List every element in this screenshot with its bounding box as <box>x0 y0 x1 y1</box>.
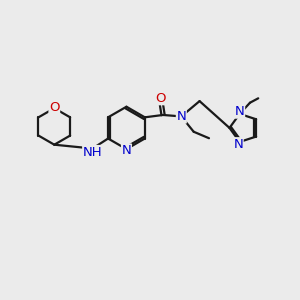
Text: N: N <box>235 105 244 118</box>
Text: O: O <box>49 101 60 114</box>
Text: N: N <box>233 138 243 151</box>
Text: N: N <box>176 110 186 123</box>
Text: NH: NH <box>83 146 102 159</box>
Text: N: N <box>122 144 131 157</box>
Text: O: O <box>155 92 166 105</box>
